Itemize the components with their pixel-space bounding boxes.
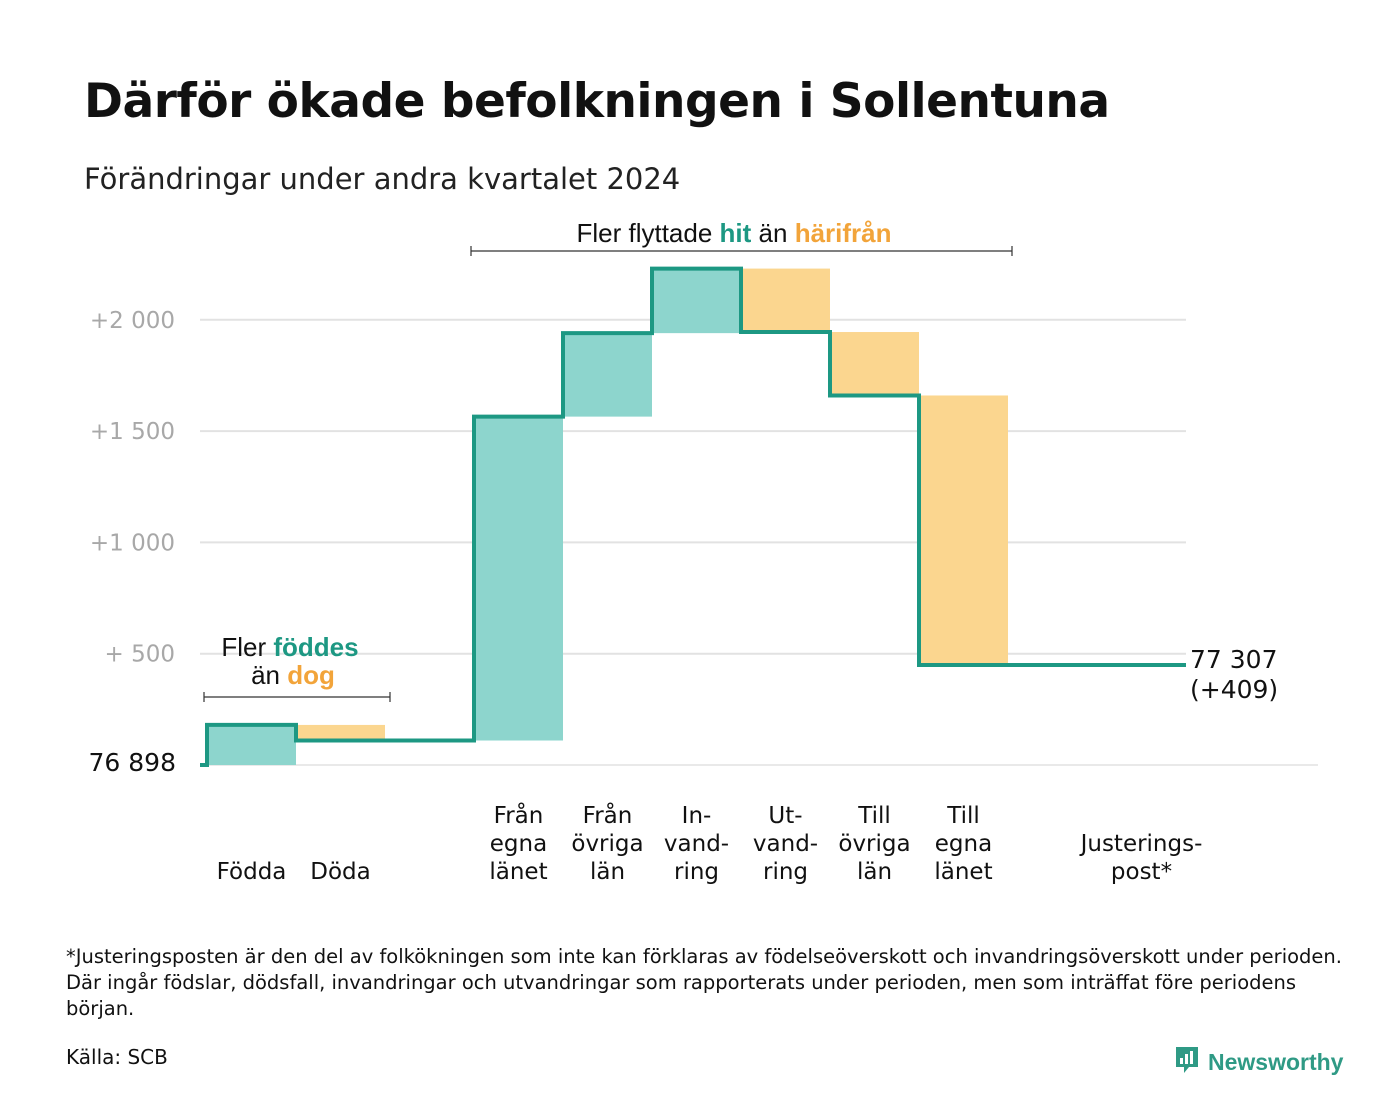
y-tick-label: + 500	[105, 642, 175, 668]
brand-name: Newsworthy	[1208, 1048, 1344, 1075]
annotation-migration-harifran: härifrån	[795, 218, 892, 248]
y-tick-label: +2 000	[90, 308, 175, 334]
category-label: egna	[490, 831, 547, 857]
annotation-migration-hit: hit	[720, 218, 752, 248]
newsworthy-logo-icon	[1174, 1045, 1200, 1079]
category-label: Till	[946, 803, 980, 829]
grid-lines	[200, 318, 1318, 766]
annotation-natural-bracket	[203, 692, 391, 702]
waterfall-bar	[919, 395, 1008, 666]
category-label: Födda	[217, 859, 287, 885]
category-label: Från	[583, 801, 633, 829]
category-label: länet	[489, 859, 547, 885]
waterfall-bar	[474, 416, 563, 741]
category-label: övriga	[838, 831, 910, 857]
category-label: vand-	[664, 831, 729, 857]
end-change-label: (+409)	[1190, 675, 1278, 704]
category-label: In-	[682, 803, 712, 829]
source-label: Källa: SCB	[66, 1045, 168, 1069]
category-labels: Födda DödaFrånegnalänetFrånövrigalänIn-va…	[217, 801, 1203, 885]
category-label: ring	[763, 859, 808, 885]
waterfall-chart: + 500+1 000+1 500+2 000 Födda DödaFrånegn…	[89, 218, 1318, 885]
running-total-line	[200, 266, 1186, 767]
y-axis-labels: + 500 +1 000 +1 500 +2 000	[90, 308, 175, 668]
category-label: Till	[857, 803, 891, 829]
natural-change-annotation: Fler föddes än dog	[203, 632, 391, 702]
annotation-natural-highlight: föddes	[273, 632, 358, 662]
category-label: län	[857, 859, 892, 885]
category-label: egna	[935, 831, 992, 857]
footnote: *Justeringsposten är den del av folkökni…	[66, 945, 1342, 1020]
waterfall-bar	[652, 268, 741, 334]
svg-text:Fler föddes: Fler föddes	[221, 632, 358, 662]
category-label: Från	[494, 801, 544, 829]
category-label: länet	[934, 859, 992, 885]
annotation-natural-highlight-2: dog	[287, 660, 335, 690]
category-label: post*	[1111, 859, 1172, 885]
waterfall-bar	[741, 268, 830, 333]
bars	[207, 268, 1008, 765]
category-label: ring	[674, 859, 719, 885]
waterfall-bar	[296, 724, 385, 741]
migration-annotation: Fler flyttade hit än härifrån	[470, 218, 1013, 256]
category-label: vand-	[753, 831, 818, 857]
y-tick-label: +1 500	[90, 419, 175, 445]
category-label: Justerings-	[1079, 831, 1203, 857]
chart-title: Därför ökade befolkningen i Sollentuna	[84, 74, 1110, 129]
category-label: Ut-	[768, 803, 802, 829]
category-label: Döda	[310, 859, 370, 885]
waterfall-bar	[830, 332, 919, 396]
y-tick-label: +1 000	[90, 530, 175, 556]
annotation-migration-prefix: Fler flyttade	[576, 218, 719, 248]
annotation-natural-prefix-2: än	[251, 660, 287, 690]
svg-text:än dog: än dog	[251, 660, 335, 690]
category-label: övriga	[571, 831, 643, 857]
annotation-migration-middle: än	[751, 218, 794, 248]
annotation-natural-prefix: Fler	[221, 632, 273, 662]
category-label: län	[590, 859, 625, 885]
chart-subtitle: Förändringar under andra kvartalet 2024	[84, 162, 681, 196]
brand[interactable]: Newsworthy	[1174, 1045, 1343, 1079]
waterfall-bar	[563, 333, 652, 417]
end-value-label: 77 307	[1190, 645, 1277, 674]
waterfall-bar	[207, 724, 296, 765]
start-value-label: 76 898	[89, 748, 176, 777]
annotation-migration-bracket	[470, 246, 1013, 256]
svg-text:Fler flyttade hit än härifrån: Fler flyttade hit än härifrån	[576, 218, 891, 248]
